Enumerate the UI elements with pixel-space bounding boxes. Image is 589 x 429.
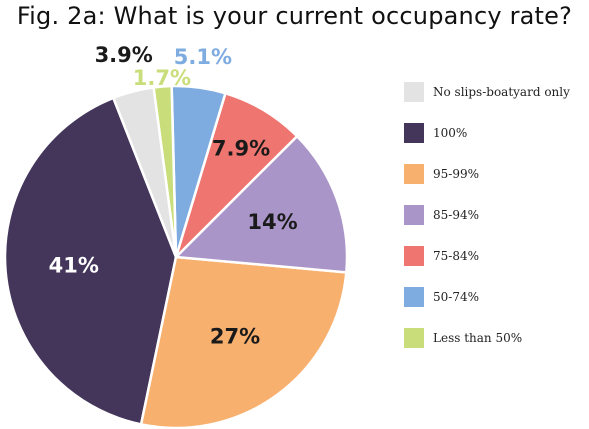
pie-slice-95-99 (139, 255, 348, 429)
legend-swatch (404, 328, 424, 348)
slice-label-less-than-50: 1.7% (133, 66, 191, 90)
legend-label: 50-74% (433, 290, 479, 304)
slice-label-95-99: 27% (210, 325, 260, 349)
pie-slice-no-slips-boatyard-only (112, 86, 178, 259)
legend-swatch (404, 205, 424, 225)
legend-label: 100% (433, 126, 468, 140)
legend-item-100: 100% (404, 121, 467, 145)
chart-title: Fig. 2a: What is your current occupancy … (16, 2, 573, 30)
legend-item-less-than-50: Less than 50% (404, 326, 522, 350)
legend-item-75-84: 75-84% (404, 244, 479, 268)
pie-slices (3, 84, 349, 429)
pie-slice-85-94 (174, 134, 349, 274)
legend-label: 85-94% (433, 208, 479, 222)
legend-swatch (404, 246, 424, 266)
slice-label-75-84: 7.9% (212, 136, 270, 160)
legend-item-85-94: 85-94% (404, 203, 479, 227)
legend-item-95-99: 95-99% (404, 162, 479, 186)
slice-label-100: 41% (49, 254, 99, 278)
slice-labels: 41% 27% 14% 7.9% 5.1%1.7%3.9% (49, 43, 298, 349)
legend-swatch (404, 287, 424, 307)
legend-label: Less than 50% (433, 331, 523, 345)
legend-label: 75-84% (433, 249, 479, 263)
slice-label-85-94: 14% (247, 210, 297, 234)
legend-swatch (404, 164, 424, 184)
legend-label: 95-99% (433, 167, 479, 181)
pie-slice-100 (3, 96, 178, 426)
legend-swatch (404, 123, 424, 143)
slice-label-50-74: 5.1% (174, 45, 232, 69)
legend-label: No slips-boatyard only (433, 85, 570, 99)
slice-label-no-slips-boatyard-only: 3.9% (95, 43, 153, 67)
legend-item-50-74: 50-74% (404, 285, 479, 309)
legend-swatch (404, 82, 424, 102)
legend-item-no-slips-boatyard-only: No slips-boatyard only (404, 80, 570, 104)
